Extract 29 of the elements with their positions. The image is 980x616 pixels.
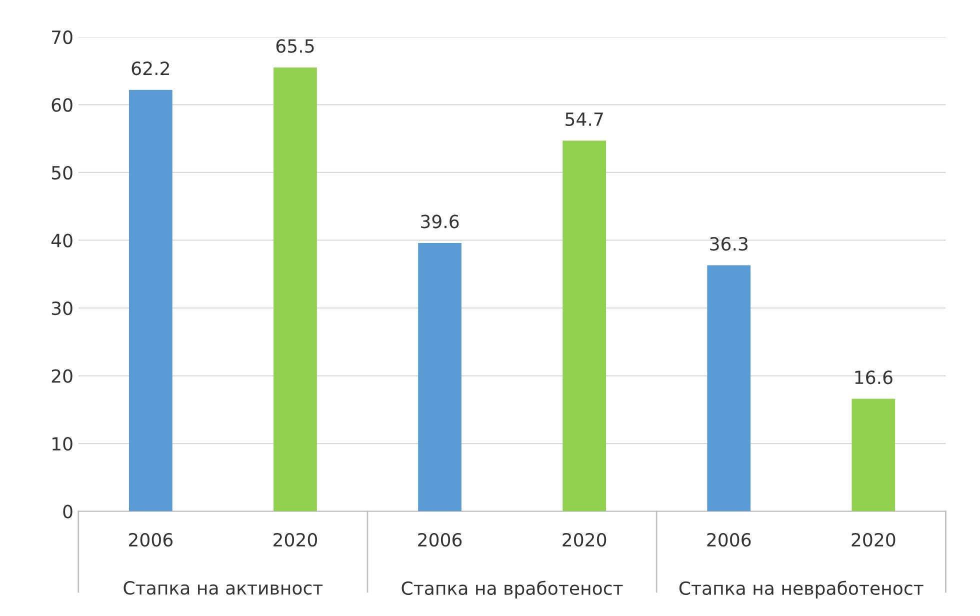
data-label: 16.6: [855, 370, 892, 384]
bar: [852, 398, 896, 512]
y-tick-label: 30: [52, 301, 72, 316]
y-tick-label: 20: [52, 369, 72, 383]
data-label: 54.7: [566, 112, 603, 126]
series-label: 2006: [129, 532, 173, 547]
text: 2020: [852, 532, 896, 547]
bar: [562, 140, 606, 512]
text: 2006: [707, 532, 751, 547]
y-tick-label: 60: [52, 98, 72, 112]
bar: [707, 265, 751, 512]
y-tick-label: 40: [51, 234, 72, 248]
series-label: 2020: [274, 532, 317, 547]
text: 2006: [418, 532, 462, 547]
y-tick-label: 10: [52, 436, 72, 451]
data-label: 65.5: [276, 39, 314, 53]
text: 2020: [562, 532, 606, 547]
data-label: 62.2: [132, 62, 169, 76]
data-label: 39.6: [421, 214, 459, 228]
x-tick-label: Стапка на невработеност: [679, 580, 924, 599]
x-tick-label: Стапка на вработеност: [402, 580, 623, 599]
y-tick-label: 0: [63, 504, 72, 518]
x-tick-label: Стапка на активност: [124, 581, 323, 595]
data-label: 36.3: [710, 237, 748, 251]
y-tick-label: 50: [52, 166, 72, 180]
y-tick-label: 70: [52, 30, 72, 44]
bar: [418, 242, 462, 512]
bar: [128, 90, 172, 512]
bar: [274, 67, 317, 512]
